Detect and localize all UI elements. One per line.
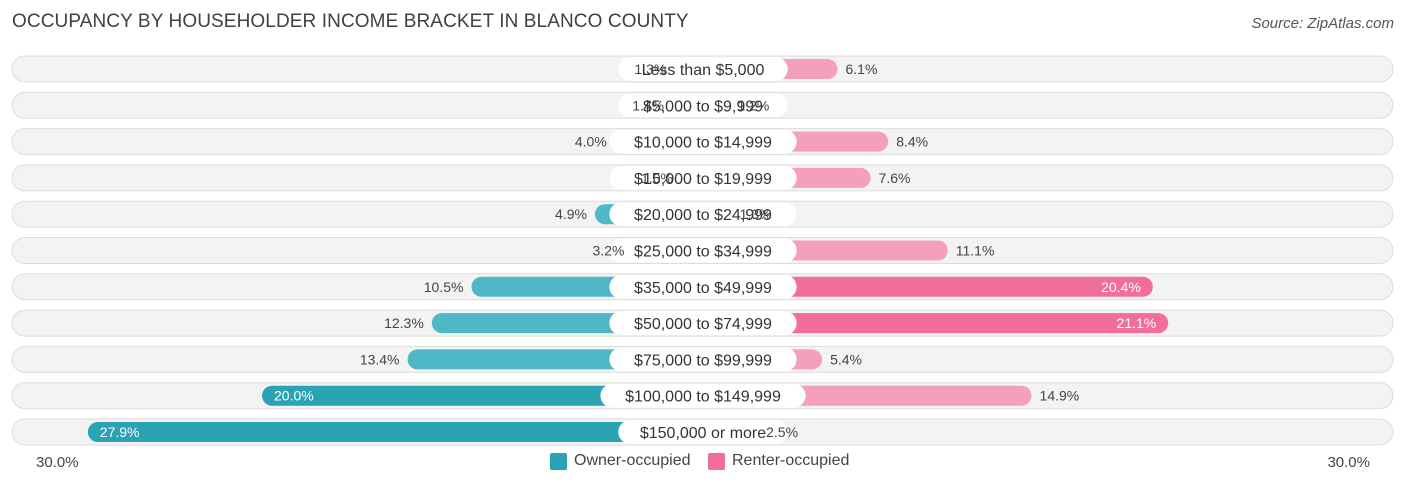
category-label: $50,000 to $74,999 (634, 316, 772, 333)
renter-value-label: 11.1% (956, 243, 995, 259)
renter-value-label: 5.4% (830, 351, 862, 367)
renter-value-label: 6.1% (846, 61, 878, 77)
renter-value-label: 8.4% (896, 134, 928, 150)
category-label-bg (609, 202, 797, 227)
category-label-bg (609, 238, 797, 263)
legend-item-renter: Renter-occupied (708, 452, 849, 470)
renter-value-label: 21.1% (1117, 315, 1157, 331)
renter-value-label: 1.3% (740, 206, 772, 222)
legend: Owner-occupied Renter-occupied (0, 452, 1406, 474)
category-label: $25,000 to $34,999 (634, 244, 772, 261)
legend-label-renter: Renter-occupied (732, 452, 850, 469)
category-label-bg (609, 165, 797, 190)
category-label: $20,000 to $24,999 (634, 207, 772, 224)
category-label: $150,000 or more (640, 425, 766, 442)
renter-value-label: 2.5% (766, 424, 798, 440)
owner-value-label: 12.3% (384, 315, 424, 331)
category-label: Less than $5,000 (642, 62, 765, 79)
owner-value-label: 1.3% (634, 61, 666, 77)
category-label-bg (600, 383, 806, 408)
category-label: $15,000 to $19,999 (634, 171, 772, 188)
category-label-bg (609, 274, 797, 299)
owner-value-label: 13.4% (360, 351, 400, 367)
legend-item-owner: Owner-occupied (550, 452, 691, 470)
owner-bar (262, 385, 713, 406)
category-label: $35,000 to $49,999 (634, 280, 772, 297)
owner-value-label: 3.2% (593, 243, 625, 259)
source-note: Source: ZipAtlas.com (1251, 15, 1394, 32)
category-label-bg (609, 311, 797, 336)
owner-value-label: 4.0% (575, 134, 607, 150)
owner-value-label: 27.9% (100, 424, 140, 440)
category-label: $100,000 to $149,999 (625, 389, 781, 406)
owner-value-label: 20.0% (274, 388, 314, 404)
renter-value-label: 20.4% (1101, 279, 1141, 295)
category-label-bg (618, 93, 788, 118)
owner-value-label: 10.5% (424, 279, 464, 295)
legend-swatch-renter (708, 452, 725, 470)
category-label-bg (618, 57, 788, 81)
axis-right-label: 30.0% (1327, 454, 1370, 471)
owner-value-label: 1.0% (641, 170, 673, 186)
category-label-bg (609, 347, 797, 372)
owner-value-label: 1.4% (632, 97, 664, 113)
category-label-bg (618, 420, 788, 444)
category-label-bg (609, 129, 797, 154)
axis-left-label: 30.0% (36, 454, 79, 471)
category-label: $10,000 to $14,999 (634, 135, 772, 152)
renter-value-label: 14.9% (1040, 388, 1080, 404)
renter-bar (693, 276, 1153, 297)
renter-bar (693, 313, 1169, 334)
owner-value-label: 4.9% (555, 206, 587, 222)
owner-bar (87, 422, 714, 442)
renter-value-label: 1.2% (737, 97, 769, 113)
renter-value-label: 7.6% (879, 170, 911, 186)
category-label: $5,000 to $9,999 (643, 98, 763, 115)
chart-title: OCCUPANCY BY HOUSEHOLDER INCOME BRACKET … (12, 11, 689, 32)
legend-swatch-owner (550, 452, 567, 470)
legend-label-owner: Owner-occupied (574, 452, 691, 469)
category-label: $75,000 to $99,999 (634, 352, 772, 369)
